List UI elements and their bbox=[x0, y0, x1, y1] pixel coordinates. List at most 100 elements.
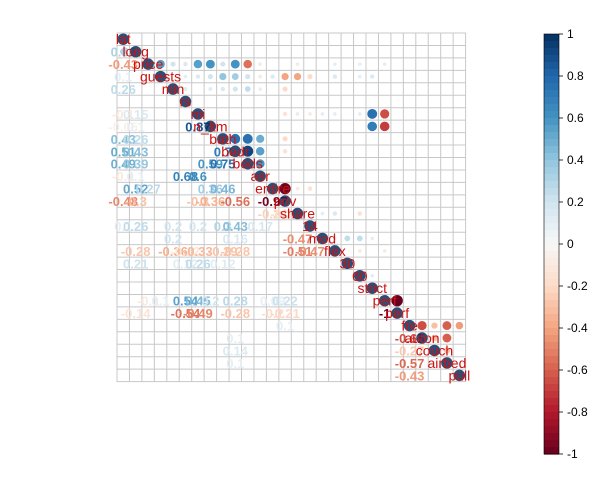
colorbar-tick-label: -0.4 bbox=[567, 321, 588, 335]
correlation-circle bbox=[417, 320, 427, 331]
coefficient-label: 0.59 bbox=[198, 157, 223, 172]
coefficient-label: 0.12 bbox=[173, 256, 198, 271]
coefficient-label: 0.87 bbox=[185, 119, 210, 134]
coefficient-label: 0.7 bbox=[214, 144, 232, 159]
correlation-circle bbox=[258, 74, 262, 79]
correlation-circle bbox=[258, 87, 262, 91]
correlation-circle bbox=[307, 186, 313, 191]
variable-label: mod bbox=[309, 230, 336, 246]
colorbar-segment bbox=[544, 237, 559, 245]
correlation-circle bbox=[282, 149, 288, 154]
colorbar-tick-label: 0 bbox=[567, 237, 574, 251]
correlation-circle bbox=[382, 62, 387, 66]
colorbar-segment bbox=[544, 153, 559, 161]
correlation-circle bbox=[307, 74, 313, 80]
colorbar-segment bbox=[544, 258, 559, 266]
coefficient-label: -0.47 bbox=[283, 231, 313, 246]
correlation-circle bbox=[380, 109, 390, 119]
correlation-circle bbox=[431, 322, 438, 329]
colorbar-segment bbox=[544, 314, 559, 322]
coefficient-label: -0.21 bbox=[270, 306, 300, 321]
coefficient-label: 0.43 bbox=[123, 144, 148, 159]
coefficient-label: 0.2 bbox=[164, 219, 182, 234]
coefficient-label: -0.12 bbox=[171, 244, 201, 259]
colorbar-segment bbox=[544, 321, 559, 329]
diagonal-circle bbox=[304, 220, 316, 232]
colorbar-segment bbox=[544, 272, 559, 280]
variable-label: couch bbox=[416, 342, 453, 358]
colorbar-segment bbox=[544, 202, 559, 210]
correlation-circle bbox=[205, 59, 215, 69]
upper-triangle-circles bbox=[119, 48, 464, 354]
coefficient-label: -0.51 bbox=[283, 244, 313, 259]
colorbar-tick-label: -0.2 bbox=[567, 279, 588, 293]
diagonal-circle bbox=[329, 245, 341, 257]
coefficient-label: -0.18 bbox=[270, 207, 300, 222]
diagonal-circle bbox=[279, 195, 291, 207]
coefficient-label: -0.56 bbox=[220, 194, 250, 209]
correlation-circle bbox=[255, 159, 265, 169]
coefficient-label: 0.36 bbox=[198, 182, 223, 197]
colorbar-segment bbox=[544, 377, 559, 385]
variable-label: 60 bbox=[352, 268, 368, 284]
correlation-circle bbox=[357, 112, 362, 116]
coefficient-label: 0.1 bbox=[152, 294, 170, 309]
colorbar-segment bbox=[544, 412, 559, 420]
correlation-circle bbox=[245, 74, 251, 80]
colorbar-tick-label: 0.6 bbox=[567, 111, 584, 125]
diagonal-circle bbox=[441, 357, 453, 369]
coefficient-label: 0.22 bbox=[272, 294, 297, 309]
colorbar-segment bbox=[544, 90, 559, 98]
correlation-circle bbox=[370, 236, 375, 241]
coefficient-label: 0.2 bbox=[201, 294, 219, 309]
correlation-circle bbox=[442, 321, 452, 331]
colorbar-segment bbox=[544, 398, 559, 406]
coefficient-label: 0.1 bbox=[127, 169, 145, 184]
correlation-circle bbox=[244, 86, 251, 92]
variable-label: long bbox=[122, 44, 148, 60]
diagonal-circle bbox=[341, 257, 354, 270]
coefficient-label: -0.57 bbox=[395, 356, 425, 371]
coefficient-label: 0.09 bbox=[260, 294, 285, 309]
coefficient-label: -0.3 bbox=[187, 194, 209, 209]
variable-label: beds bbox=[233, 156, 263, 172]
correlation-circle bbox=[220, 61, 226, 67]
variable-labels: latlongpriceguestsminrsmin_ltmbathbedrbe… bbox=[116, 31, 470, 383]
correlation-circle bbox=[220, 86, 226, 92]
coefficient-label: -0.1 bbox=[112, 107, 134, 122]
correlation-circle bbox=[230, 59, 240, 69]
correlation-circle bbox=[193, 59, 203, 69]
colorbar-tick-label: -1 bbox=[567, 447, 578, 461]
coefficient-label: 0.2 bbox=[164, 231, 182, 246]
coefficient-label: -0.24 bbox=[258, 207, 288, 222]
coefficient-label: 0.54 bbox=[173, 294, 199, 309]
colorbar: 1 0.8 0.6 0.4 0.2 0 -0.2 -0.4 -0.6 -0.8 -1 bbox=[543, 27, 588, 461]
coefficient-label: -0.1 bbox=[112, 169, 134, 184]
coefficient-label: 0.6 bbox=[189, 169, 207, 184]
variable-label: fre bbox=[401, 318, 418, 334]
coefficient-label: 0.49 bbox=[111, 157, 136, 172]
colorbar-tick-label: 1 bbox=[567, 27, 574, 41]
correlation-circle bbox=[357, 249, 362, 253]
colorbar-segment bbox=[544, 391, 559, 399]
correlation-circle bbox=[270, 74, 275, 79]
correlation-circle bbox=[242, 145, 254, 157]
colorbar-segment bbox=[544, 251, 559, 259]
variable-label: n_ltm bbox=[193, 118, 227, 134]
variable-label: bath bbox=[209, 131, 236, 147]
correlation-circle bbox=[231, 73, 239, 80]
colorbar-segment bbox=[544, 55, 559, 63]
coefficient-label: -0.65 bbox=[395, 331, 425, 346]
coefficient-label: 0.68 bbox=[173, 169, 198, 184]
coefficient-label: -0.97 bbox=[258, 194, 288, 209]
colorbar-segment bbox=[544, 188, 559, 196]
colorbar-segment bbox=[544, 244, 559, 252]
coefficient-label: -0.33 bbox=[183, 244, 213, 259]
coefficient-label: -0.28 bbox=[121, 244, 151, 259]
colorbar-segment bbox=[544, 419, 559, 427]
variable-label: auton bbox=[405, 330, 440, 346]
variable-label: rs bbox=[180, 93, 192, 109]
colorbar-segment bbox=[544, 433, 559, 441]
variable-label: price bbox=[133, 56, 164, 72]
coefficient-label: -0.3 bbox=[124, 194, 146, 209]
